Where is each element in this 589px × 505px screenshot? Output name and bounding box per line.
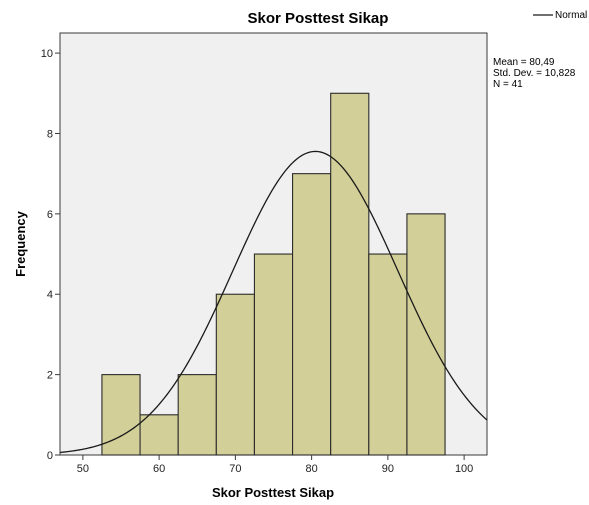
y-tick-label: 2 <box>47 370 53 382</box>
stats-box: Mean = 80,49 Std. Dev. = 10,828 N = 41 <box>493 57 576 90</box>
stat-mean: Mean = 80,49 <box>493 57 555 68</box>
histogram-bar-8 <box>368 253 408 456</box>
legend: Normal <box>533 10 587 21</box>
histogram-bar-9 <box>406 213 446 456</box>
x-tick-label: 100 <box>455 463 473 475</box>
y-axis: 0 2 4 6 8 10 <box>41 48 60 462</box>
x-tick-label: 50 <box>77 463 89 475</box>
x-tick-label: 80 <box>306 463 318 475</box>
histogram-bar-6 <box>292 173 332 456</box>
x-axis: 50 60 70 80 90 100 <box>77 455 473 475</box>
chart-title: Skor Posttest Sikap <box>248 10 389 27</box>
stat-std-dev: Std. Dev. = 10,828 <box>493 68 576 79</box>
histogram-bar-4 <box>215 293 255 456</box>
normal-curve <box>59 150 488 454</box>
y-tick-label: 6 <box>47 209 53 221</box>
legend-label: Normal <box>555 10 587 21</box>
x-tick-label: 60 <box>153 463 165 475</box>
histogram-bar-2 <box>139 414 179 456</box>
bars-group <box>101 92 446 456</box>
histogram-bar-3 <box>177 374 217 456</box>
x-tick-label: 90 <box>382 463 394 475</box>
y-tick-label: 10 <box>41 48 53 60</box>
y-tick-label: 4 <box>47 289 53 301</box>
y-tick-label: 0 <box>47 450 53 462</box>
x-tick-label: 70 <box>229 463 241 475</box>
y-tick-label: 8 <box>47 128 53 140</box>
histogram-bar-5 <box>253 253 294 456</box>
stat-n: N = 41 <box>493 79 523 90</box>
x-axis-label: Skor Posttest Sikap <box>212 485 334 500</box>
y-axis-label: Frequency <box>13 210 28 277</box>
histogram-bar-7 <box>330 92 370 456</box>
histogram-bar-1 <box>101 374 141 456</box>
